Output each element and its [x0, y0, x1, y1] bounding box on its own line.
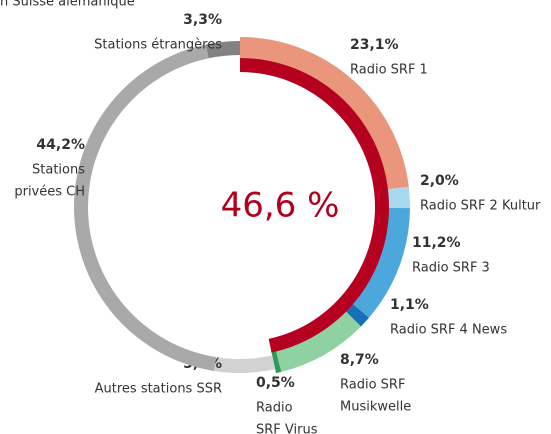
- category-label: Radio SRF 3: [412, 261, 490, 276]
- category-label: Stations: [32, 163, 85, 178]
- category-label: Autres stations SSR: [95, 382, 222, 397]
- segment: [275, 310, 361, 372]
- segment: [344, 302, 369, 327]
- category-label: SRF Virus: [256, 423, 318, 434]
- category-label: Radio SRF 1: [350, 63, 428, 78]
- segment: [240, 37, 409, 190]
- segment: [214, 355, 276, 373]
- center-label: 46,6 %: [221, 186, 340, 226]
- category-label: Radio SRF 4 News: [390, 323, 507, 338]
- segment: [385, 186, 410, 209]
- value-label: 1,1%: [390, 297, 429, 313]
- category-label: Stations étrangères: [94, 38, 222, 53]
- segment: [74, 44, 217, 371]
- value-label: 2,0%: [420, 173, 459, 189]
- category-label: Radio SRF: [340, 378, 405, 393]
- subtitle: n Suisse alémanique: [0, 0, 135, 10]
- value-label: 23,1%: [350, 37, 399, 53]
- value-label: 44,2%: [36, 137, 85, 153]
- value-label: 0,5%: [256, 375, 295, 391]
- category-label: Musikwelle: [340, 400, 411, 415]
- value-label: 11,2%: [412, 235, 461, 251]
- category-label: privées CH: [14, 185, 85, 200]
- segment: [351, 207, 410, 318]
- value-label: 8,7%: [340, 352, 379, 368]
- value-label: 3,3%: [183, 12, 222, 28]
- category-label: Radio: [256, 401, 293, 416]
- category-label: Radio SRF 2 Kultur: [420, 199, 541, 214]
- segment: [271, 349, 282, 374]
- segment: [205, 41, 240, 59]
